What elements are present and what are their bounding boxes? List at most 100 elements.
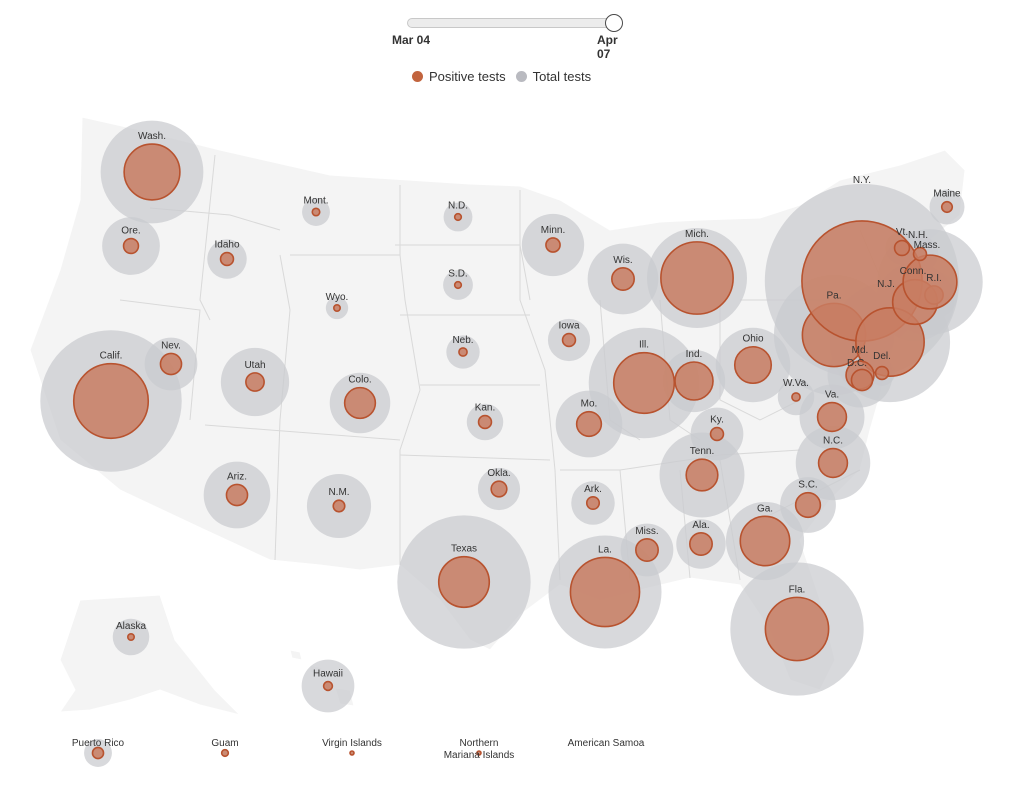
slider-start-label: Mar 04 xyxy=(392,33,431,47)
state-label-del: Del. xyxy=(873,351,891,362)
state-label-ga: Ga. xyxy=(757,503,773,514)
state-label-ark: Ark. xyxy=(584,484,602,495)
positive-bubble-ky[interactable] xyxy=(709,426,725,442)
legend-total-label: Total tests xyxy=(532,68,592,84)
positive-bubble-wis[interactable] xyxy=(611,267,635,291)
positive-bubble-ohio[interactable] xyxy=(733,345,773,385)
positive-bubble-hawaii[interactable] xyxy=(322,680,334,692)
positive-bubble-virgin-islands[interactable] xyxy=(349,750,355,756)
legend-total: Total tests xyxy=(515,68,592,84)
state-label-ky: Ky. xyxy=(710,415,724,426)
state-label-neb: Neb. xyxy=(452,335,473,346)
slider-handle[interactable] xyxy=(605,14,623,32)
state-label-mo: Mo. xyxy=(581,399,598,410)
positive-bubble-okla[interactable] xyxy=(490,480,508,498)
state-label-va: Va. xyxy=(825,390,839,401)
territory-label-guam: Guam xyxy=(211,738,238,749)
positive-bubble-mo[interactable] xyxy=(575,410,603,438)
positive-bubble-utah[interactable] xyxy=(245,372,265,392)
state-label-mich: Mich. xyxy=(685,229,709,240)
positive-bubble-ind[interactable] xyxy=(674,361,714,401)
state-label-n-j: N.J. xyxy=(877,279,895,290)
positive-bubble-nev[interactable] xyxy=(159,352,183,376)
state-label-okla: Okla. xyxy=(487,468,510,479)
state-label-minn: Minn. xyxy=(541,225,565,236)
positive-bubble-la[interactable] xyxy=(569,556,641,628)
state-label-colo: Colo. xyxy=(348,375,371,386)
state-label-r-i: R.I. xyxy=(926,273,942,284)
total-dot-icon xyxy=(515,70,527,82)
positive-bubble-miss[interactable] xyxy=(635,538,659,562)
positive-bubble-texas[interactable] xyxy=(437,555,491,609)
positive-bubble-n-j[interactable] xyxy=(855,307,925,377)
positive-bubble-idaho[interactable] xyxy=(219,251,235,267)
state-label-fla: Fla. xyxy=(789,584,806,595)
state-label-s-c: S.C. xyxy=(798,480,817,491)
positive-bubble-va[interactable] xyxy=(816,401,848,433)
state-label-ore: Ore. xyxy=(121,226,140,237)
positive-bubble-guam[interactable] xyxy=(220,748,230,758)
state-label-ariz: Ariz. xyxy=(227,471,247,482)
positive-bubble-tenn[interactable] xyxy=(685,458,719,492)
state-label-ala: Ala. xyxy=(692,520,709,531)
state-label-n-y: N.Y. xyxy=(853,175,871,186)
positive-bubble-ark[interactable] xyxy=(585,495,601,511)
positive-bubble-ala[interactable] xyxy=(689,532,713,556)
state-label-n-d: N.D. xyxy=(448,201,468,212)
positive-bubble-wash[interactable] xyxy=(123,143,181,201)
positive-bubble-vt[interactable] xyxy=(893,239,911,257)
positive-bubble-iowa[interactable] xyxy=(561,332,577,348)
state-labels: Wash. Ore. Calif. Nev. Idaho Mont. Wyo. Utah Col… xyxy=(100,131,961,679)
positive-bubble-n-c[interactable] xyxy=(817,447,849,479)
slider-end-label: Apr 07 xyxy=(597,33,618,61)
positive-bubble-wyo[interactable] xyxy=(332,303,341,312)
state-label-miss: Miss. xyxy=(635,526,658,537)
state-label-md: Md. xyxy=(852,345,869,356)
positive-bubble-w-va[interactable] xyxy=(791,392,801,402)
positive-bubble-puerto-rico[interactable] xyxy=(91,746,105,760)
state-label-ind: Ind. xyxy=(686,349,703,360)
positive-bubbles xyxy=(72,143,958,692)
state-label-idaho: Idaho xyxy=(214,240,239,251)
positive-bubble-fla[interactable] xyxy=(764,596,830,662)
positive-bubble-mass[interactable] xyxy=(902,254,958,310)
positive-bubble-del[interactable] xyxy=(874,365,890,381)
positive-bubble-n-h[interactable] xyxy=(912,246,928,262)
legend: Positive tests Total tests xyxy=(412,67,601,85)
state-label-texas: Texas xyxy=(451,544,477,555)
territory-label-virgin-islands: Virgin Islands xyxy=(322,738,382,749)
territory-label-northern-mariana-islands-2: Mariana Islands xyxy=(444,750,515,761)
legend-positive: Positive tests xyxy=(412,69,506,84)
positive-bubble-n-m[interactable] xyxy=(332,499,346,513)
positive-bubble-colo[interactable] xyxy=(343,386,377,420)
positive-bubble-s-c[interactable] xyxy=(794,491,822,519)
positive-bubble-kan[interactable] xyxy=(477,414,493,430)
state-label-kan: Kan. xyxy=(475,403,496,414)
positive-bubble-ga[interactable] xyxy=(739,515,791,567)
positive-bubble-ill[interactable] xyxy=(612,351,676,415)
positive-bubble-alaska[interactable] xyxy=(127,632,136,641)
positive-bubble-ariz[interactable] xyxy=(225,483,249,507)
positive-bubble-s-d[interactable] xyxy=(453,280,463,290)
positive-bubble-mont[interactable] xyxy=(311,207,321,217)
positive-bubble-northern-mariana-islands[interactable] xyxy=(476,750,482,756)
positive-bubble-n-d[interactable] xyxy=(453,212,463,222)
positive-bubble-neb[interactable] xyxy=(458,347,468,357)
state-label-w-va: W.Va. xyxy=(783,378,809,389)
state-label-d-c: D.C. xyxy=(847,358,867,369)
date-slider[interactable]: Mar 04 Apr 07 xyxy=(392,14,623,61)
positive-bubble-ore[interactable] xyxy=(122,237,140,255)
positive-bubble-maine[interactable] xyxy=(940,200,954,214)
positive-bubble-minn[interactable] xyxy=(545,237,561,253)
positive-bubble-d-c[interactable] xyxy=(850,368,874,392)
positive-bubble-mich[interactable] xyxy=(660,241,734,315)
state-label-nev: Nev. xyxy=(161,340,181,351)
state-label-mont: Mont. xyxy=(303,195,328,206)
state-label-n-h: N.H. xyxy=(908,230,928,241)
territory-label-american-samoa: American Samoa xyxy=(568,738,645,749)
state-label-wash: Wash. xyxy=(138,131,166,142)
state-label-ill: Ill. xyxy=(639,340,649,351)
territory-label-northern-mariana-islands-1: Northern xyxy=(460,738,499,749)
positive-bubble-calif[interactable] xyxy=(72,362,150,440)
state-label-conn: Conn. xyxy=(900,266,927,277)
